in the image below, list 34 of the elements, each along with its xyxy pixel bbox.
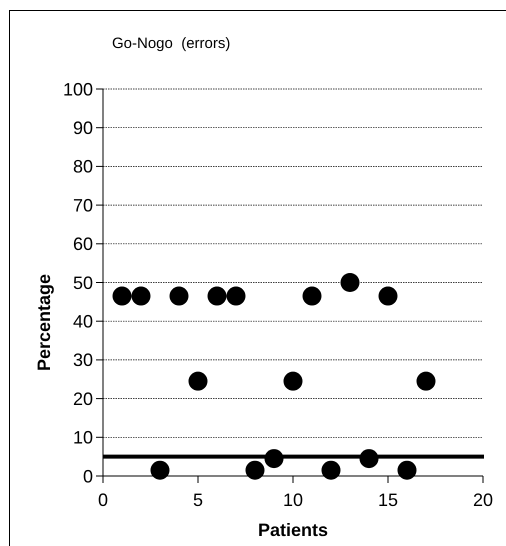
x-axis-title: Patients <box>258 520 328 540</box>
point <box>226 286 246 306</box>
point <box>188 372 208 391</box>
point <box>378 286 398 306</box>
y-tick-label: 100 <box>62 79 93 100</box>
chart-title: Go-Nogo (errors) <box>112 35 230 52</box>
point <box>416 372 436 391</box>
x-tick-label: 5 <box>192 490 204 510</box>
y-tick-label: 60 <box>72 234 93 254</box>
y-tick-label: 10 <box>72 428 93 448</box>
point <box>170 286 188 306</box>
point <box>398 460 416 480</box>
y-tick-label: 80 <box>72 156 93 177</box>
x-tick-label: 20 <box>472 490 494 510</box>
y-tick-label: 30 <box>72 350 93 370</box>
point <box>322 460 340 480</box>
point <box>284 372 302 391</box>
y-tick-label: 40 <box>72 312 93 332</box>
y-axis-title: Percentage <box>34 274 54 372</box>
point <box>150 460 170 480</box>
x-tick-label: 0 <box>98 490 108 510</box>
point <box>208 286 226 306</box>
point <box>246 460 264 480</box>
point <box>132 286 150 306</box>
y-tick-label: 50 <box>72 272 93 293</box>
x-tick-label: 15 <box>378 490 398 510</box>
point <box>340 273 360 292</box>
point <box>112 286 132 306</box>
x-tick-label: 10 <box>282 490 304 510</box>
y-tick-label: 0 <box>82 466 93 486</box>
y-tick-label: 20 <box>72 388 93 409</box>
point <box>302 286 322 306</box>
y-tick-label: 70 <box>72 195 93 216</box>
y-tick-label: 90 <box>72 118 93 138</box>
